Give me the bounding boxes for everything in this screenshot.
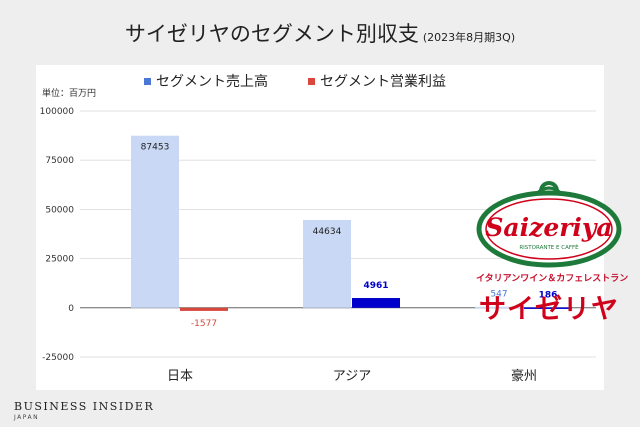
title-text: サイゼリヤのセグメント別収支 (124, 22, 419, 46)
logo-tagline-small: RISTORANTE E CAFFÈ (519, 243, 579, 251)
legend-swatch (144, 78, 151, 85)
unit-label: 単位：百万円 (42, 87, 96, 99)
y-tick-label: 25000 (45, 255, 74, 265)
x-category-label: アジア (333, 369, 371, 384)
data-label-sales: 87453 (141, 143, 170, 153)
y-tick-label: 100000 (40, 107, 75, 117)
page-title: サイゼリヤのセグメント別収支 (2023年8月期3Q) (0, 18, 640, 48)
bar-chart: 単位：百万円 セグメント売上高 セグメント営業利益 -25000 0 25000 500… (40, 73, 596, 384)
saizeriya-logo: Saizeriya RISTORANTE E CAFFÈ イタリアンワイン＆カフ… (476, 177, 629, 329)
title-period: (2023年8月期3Q) (422, 31, 516, 44)
data-label-profit: -1577 (191, 319, 217, 329)
legend-label: セグメント営業利益 (320, 74, 446, 90)
chart-panel: 単位：百万円 セグメント売上高 セグメント営業利益 -25000 0 25000 500… (36, 65, 628, 390)
data-label-profit: 186 (539, 290, 558, 300)
saizeriya-emblem: Saizeriya RISTORANTE E CAFFÈ (476, 181, 622, 268)
bar-profit (524, 307, 572, 309)
y-tick-label: -25000 (42, 353, 74, 363)
y-tick-label: 75000 (45, 156, 74, 166)
brand-logo: BUSINESS INSIDER (14, 400, 155, 413)
data-label-sales: 547 (490, 290, 507, 300)
bar-profit (352, 298, 400, 308)
legend-swatch (308, 78, 315, 85)
data-label-profit: 4961 (363, 281, 388, 291)
y-tick-label: 50000 (45, 205, 74, 215)
bar-profit (180, 307, 228, 311)
logo-wordmark: Saizeriya (485, 213, 612, 242)
bar-sales (131, 135, 179, 308)
x-category-label: 日本 (167, 369, 193, 384)
bar-sales (475, 306, 523, 309)
logo-name-jp: サイゼリヤ (479, 294, 619, 325)
data-label-sales: 44634 (313, 227, 342, 237)
legend-label: セグメント売上高 (156, 73, 268, 90)
x-category-label: 豪州 (511, 368, 537, 384)
bar-sales (303, 219, 351, 308)
brand-region: JAPAN (14, 414, 40, 421)
y-tick-label: 0 (68, 304, 74, 314)
logo-tagline-jp: イタリアンワイン＆カフェレストラン (476, 274, 629, 284)
